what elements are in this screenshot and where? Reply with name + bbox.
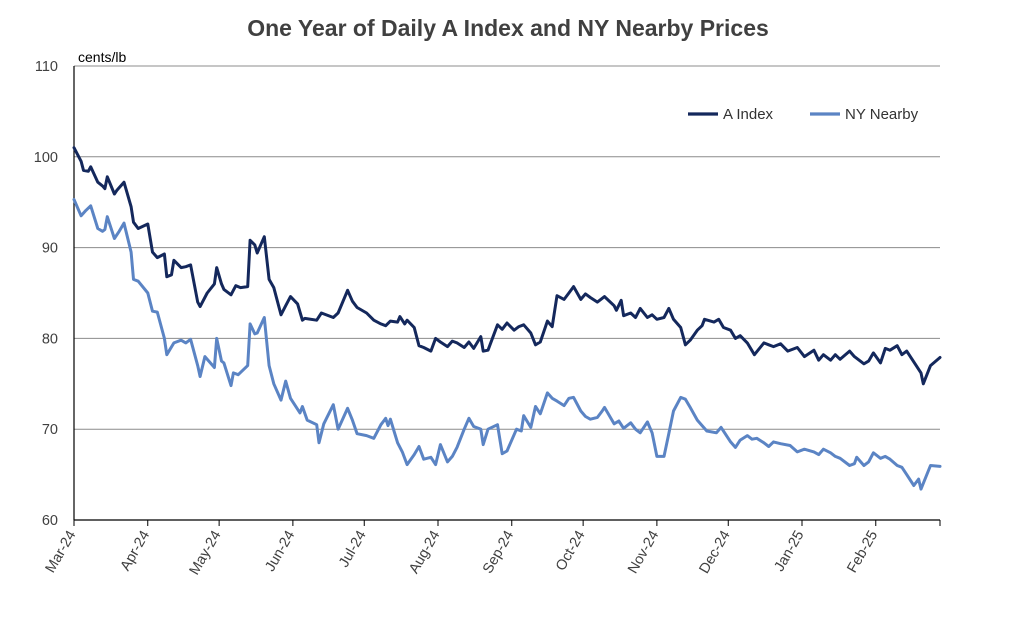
x-tick-label: Dec-24 xyxy=(696,528,733,576)
x-tick-label: Sep-24 xyxy=(480,528,517,577)
x-tick-label: Aug-24 xyxy=(406,528,443,577)
x-tick-label: May-24 xyxy=(187,528,225,578)
gridlines xyxy=(74,65,940,430)
y-tick-label: 60 xyxy=(42,513,58,529)
y-tick-label: 110 xyxy=(35,59,58,75)
x-tick-label: Feb-25 xyxy=(844,528,881,576)
x-tick-label: Jan-25 xyxy=(771,528,807,574)
x-axis-ticks: Mar-24 Apr-24 May-24 Jun-24 Jul-24 Aug-24 Sep-… xyxy=(43,520,941,578)
legend: A Index NY Nearby xyxy=(688,106,919,123)
legend-label-a-index: A Index xyxy=(723,106,774,123)
x-tick-label: Jun-24 xyxy=(262,528,298,574)
chart-title: One Year of Daily A Index and NY Nearby … xyxy=(247,15,769,41)
y-tick-label: 80 xyxy=(42,331,58,347)
x-tick-label: Oct-24 xyxy=(553,528,589,574)
y-tick-label: 90 xyxy=(42,241,58,257)
legend-label-ny-nearby: NY Nearby xyxy=(845,106,919,123)
y-tick-label: 70 xyxy=(42,422,58,438)
ny-nearby-line xyxy=(72,198,942,491)
x-tick-label: Jul-24 xyxy=(336,528,370,570)
x-tick-label: Apr-24 xyxy=(118,528,154,574)
y-tick-label: 100 xyxy=(34,150,58,166)
a-index-line xyxy=(72,146,942,386)
series-lines xyxy=(72,146,942,491)
x-tick-label: Mar-24 xyxy=(43,528,80,576)
y-axis-ticks: 60 70 80 90 100 110 xyxy=(34,59,58,529)
axes xyxy=(73,66,940,521)
y-axis-unit-label: cents/lb xyxy=(78,49,126,65)
x-tick-label: Nov-24 xyxy=(625,528,662,576)
